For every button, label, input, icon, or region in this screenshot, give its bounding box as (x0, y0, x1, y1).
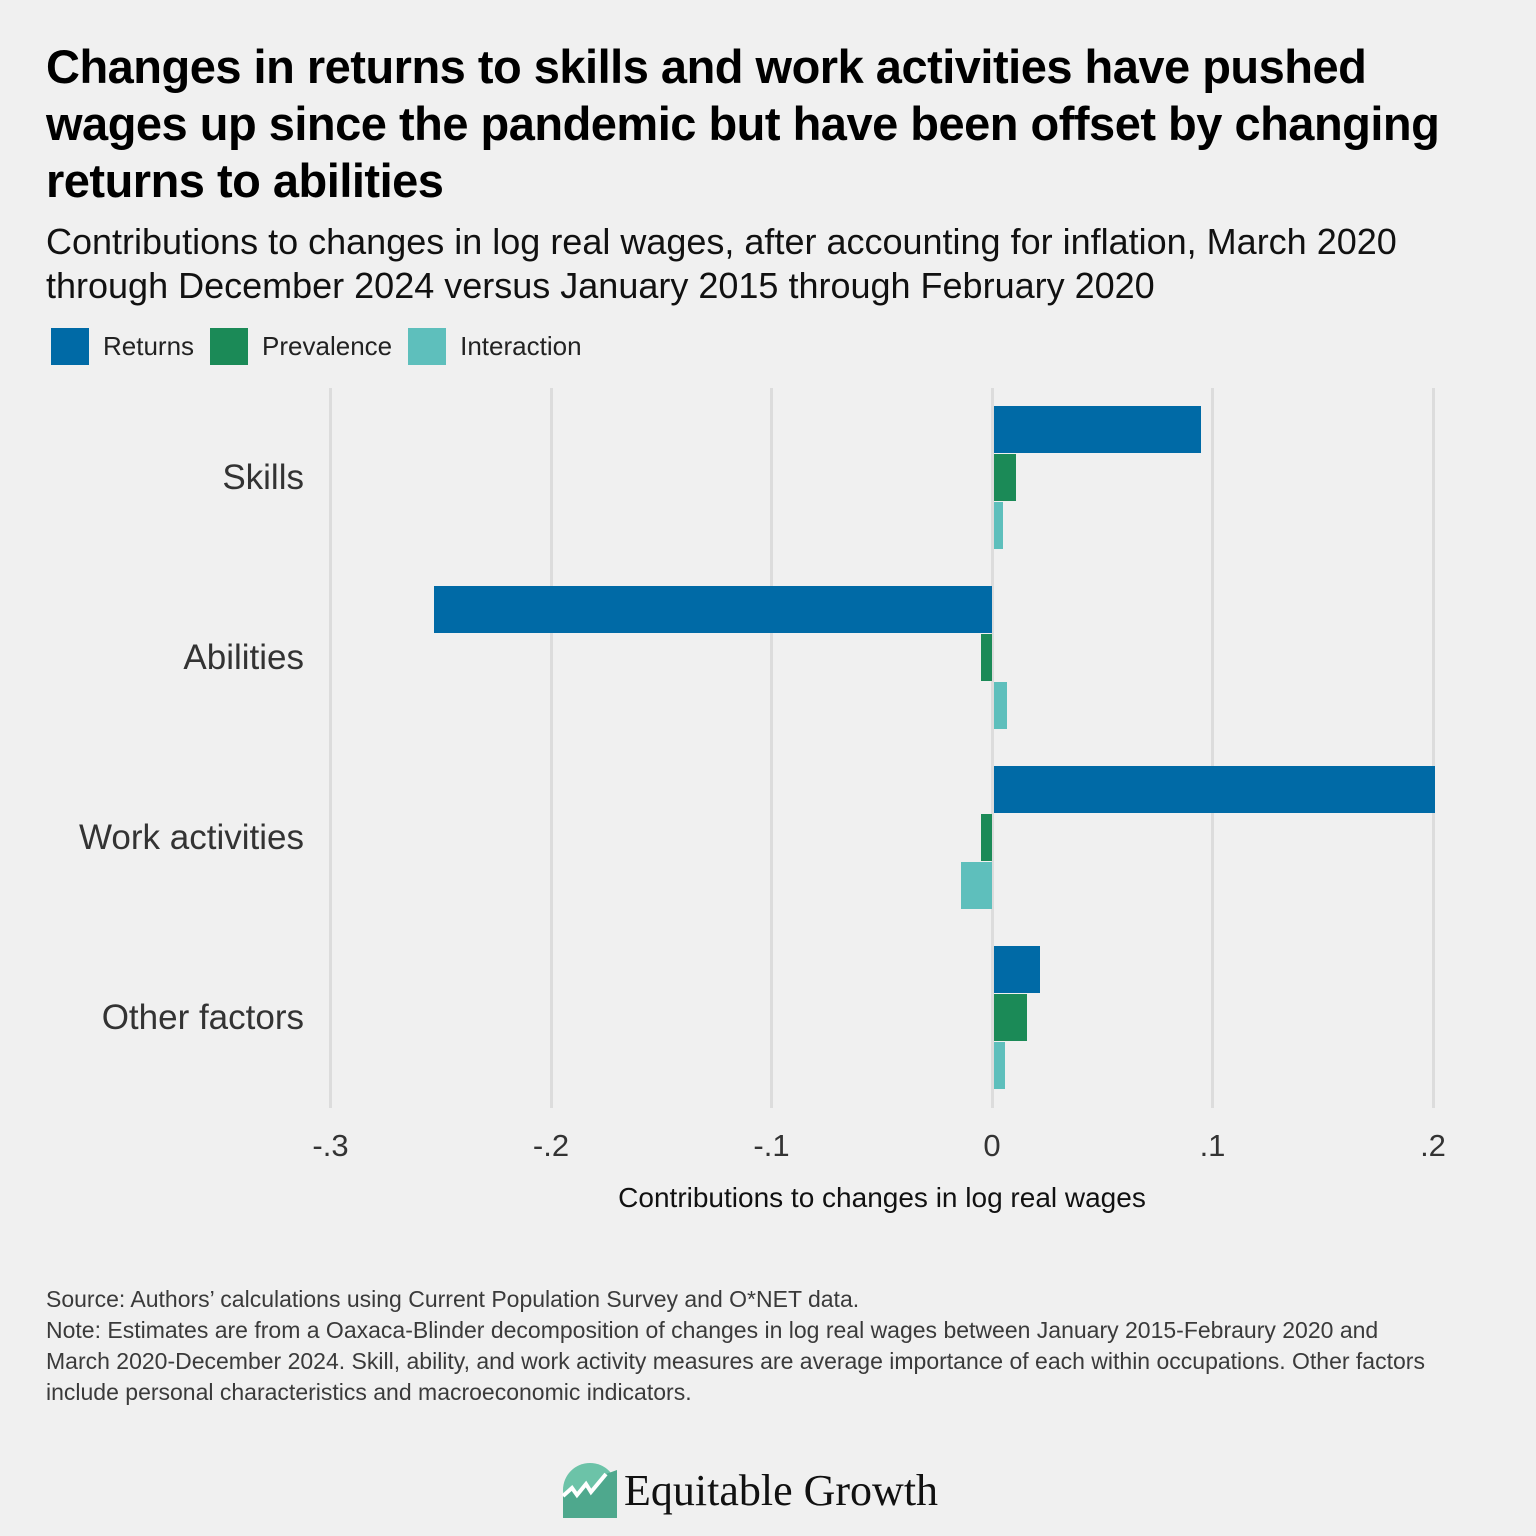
legend-label: Prevalence (262, 331, 393, 361)
x-tick-label: -.2 (532, 1128, 570, 1163)
equitable-growth-logo-icon (562, 1463, 617, 1518)
chart-title: Changes in returns to skills and work ac… (46, 40, 1440, 207)
bar-interaction-work-activities (961, 862, 992, 909)
legend: Returns Prevalence Interaction (51, 328, 598, 365)
brand-logo: Equitable Growth (562, 1462, 938, 1518)
footer: Source: Authors’ calculations using Curr… (46, 1284, 1446, 1408)
category-label: Skills (222, 458, 304, 497)
gridline (549, 388, 553, 1108)
x-tick-label: -.1 (753, 1128, 790, 1163)
bar-prevalence-skills (994, 454, 1017, 501)
bar-prevalence-abilities (980, 634, 992, 681)
bar-returns-abilities (434, 586, 992, 633)
plot-area (0, 388, 1536, 1108)
source-note: Source: Authors’ calculations using Curr… (46, 1286, 860, 1312)
brand-name: Equitable Growth (624, 1465, 939, 1515)
category-label: Work activities (79, 818, 304, 857)
bar-interaction-abilities (994, 682, 1008, 729)
bar-prevalence-other-factors (994, 994, 1028, 1041)
bar-interaction-other-factors (994, 1042, 1006, 1089)
bar-returns-skills (994, 406, 1202, 453)
legend-swatch-interaction (408, 328, 447, 365)
legend-swatch-prevalence (210, 328, 249, 365)
legend-label: Returns (103, 331, 195, 361)
bar-returns-work-activities (994, 766, 1435, 813)
bar-prevalence-work-activities (980, 814, 992, 861)
x-tick-label: .1 (1199, 1128, 1226, 1163)
gridline (1211, 388, 1214, 1108)
gridline (1431, 388, 1435, 1108)
legend-item-interaction: Interaction (408, 328, 582, 365)
bar-interaction-skills (994, 502, 1003, 549)
x-tick-label: .2 (1420, 1128, 1446, 1163)
legend-item-returns: Returns (51, 328, 194, 365)
bar-returns-other-factors (994, 946, 1041, 993)
x-tick-label: -.3 (312, 1128, 349, 1163)
x-axis-label: Contributions to changes in log real wag… (618, 1182, 1146, 1213)
chart-subtitle: Contributions to changes in log real wag… (46, 221, 1397, 306)
gridline (990, 388, 994, 1108)
legend-swatch-returns (51, 328, 89, 365)
legend-item-prevalence: Prevalence (210, 328, 392, 365)
x-tick-label: 0 (983, 1128, 1001, 1163)
gridline (770, 388, 773, 1108)
legend-label: Interaction (460, 331, 582, 361)
category-label: Abilities (183, 638, 304, 677)
gridline (329, 388, 332, 1108)
methodology-note: Note: Estimates are from a Oaxaca-Blinde… (46, 1317, 1425, 1405)
category-label: Other factors (101, 998, 304, 1037)
